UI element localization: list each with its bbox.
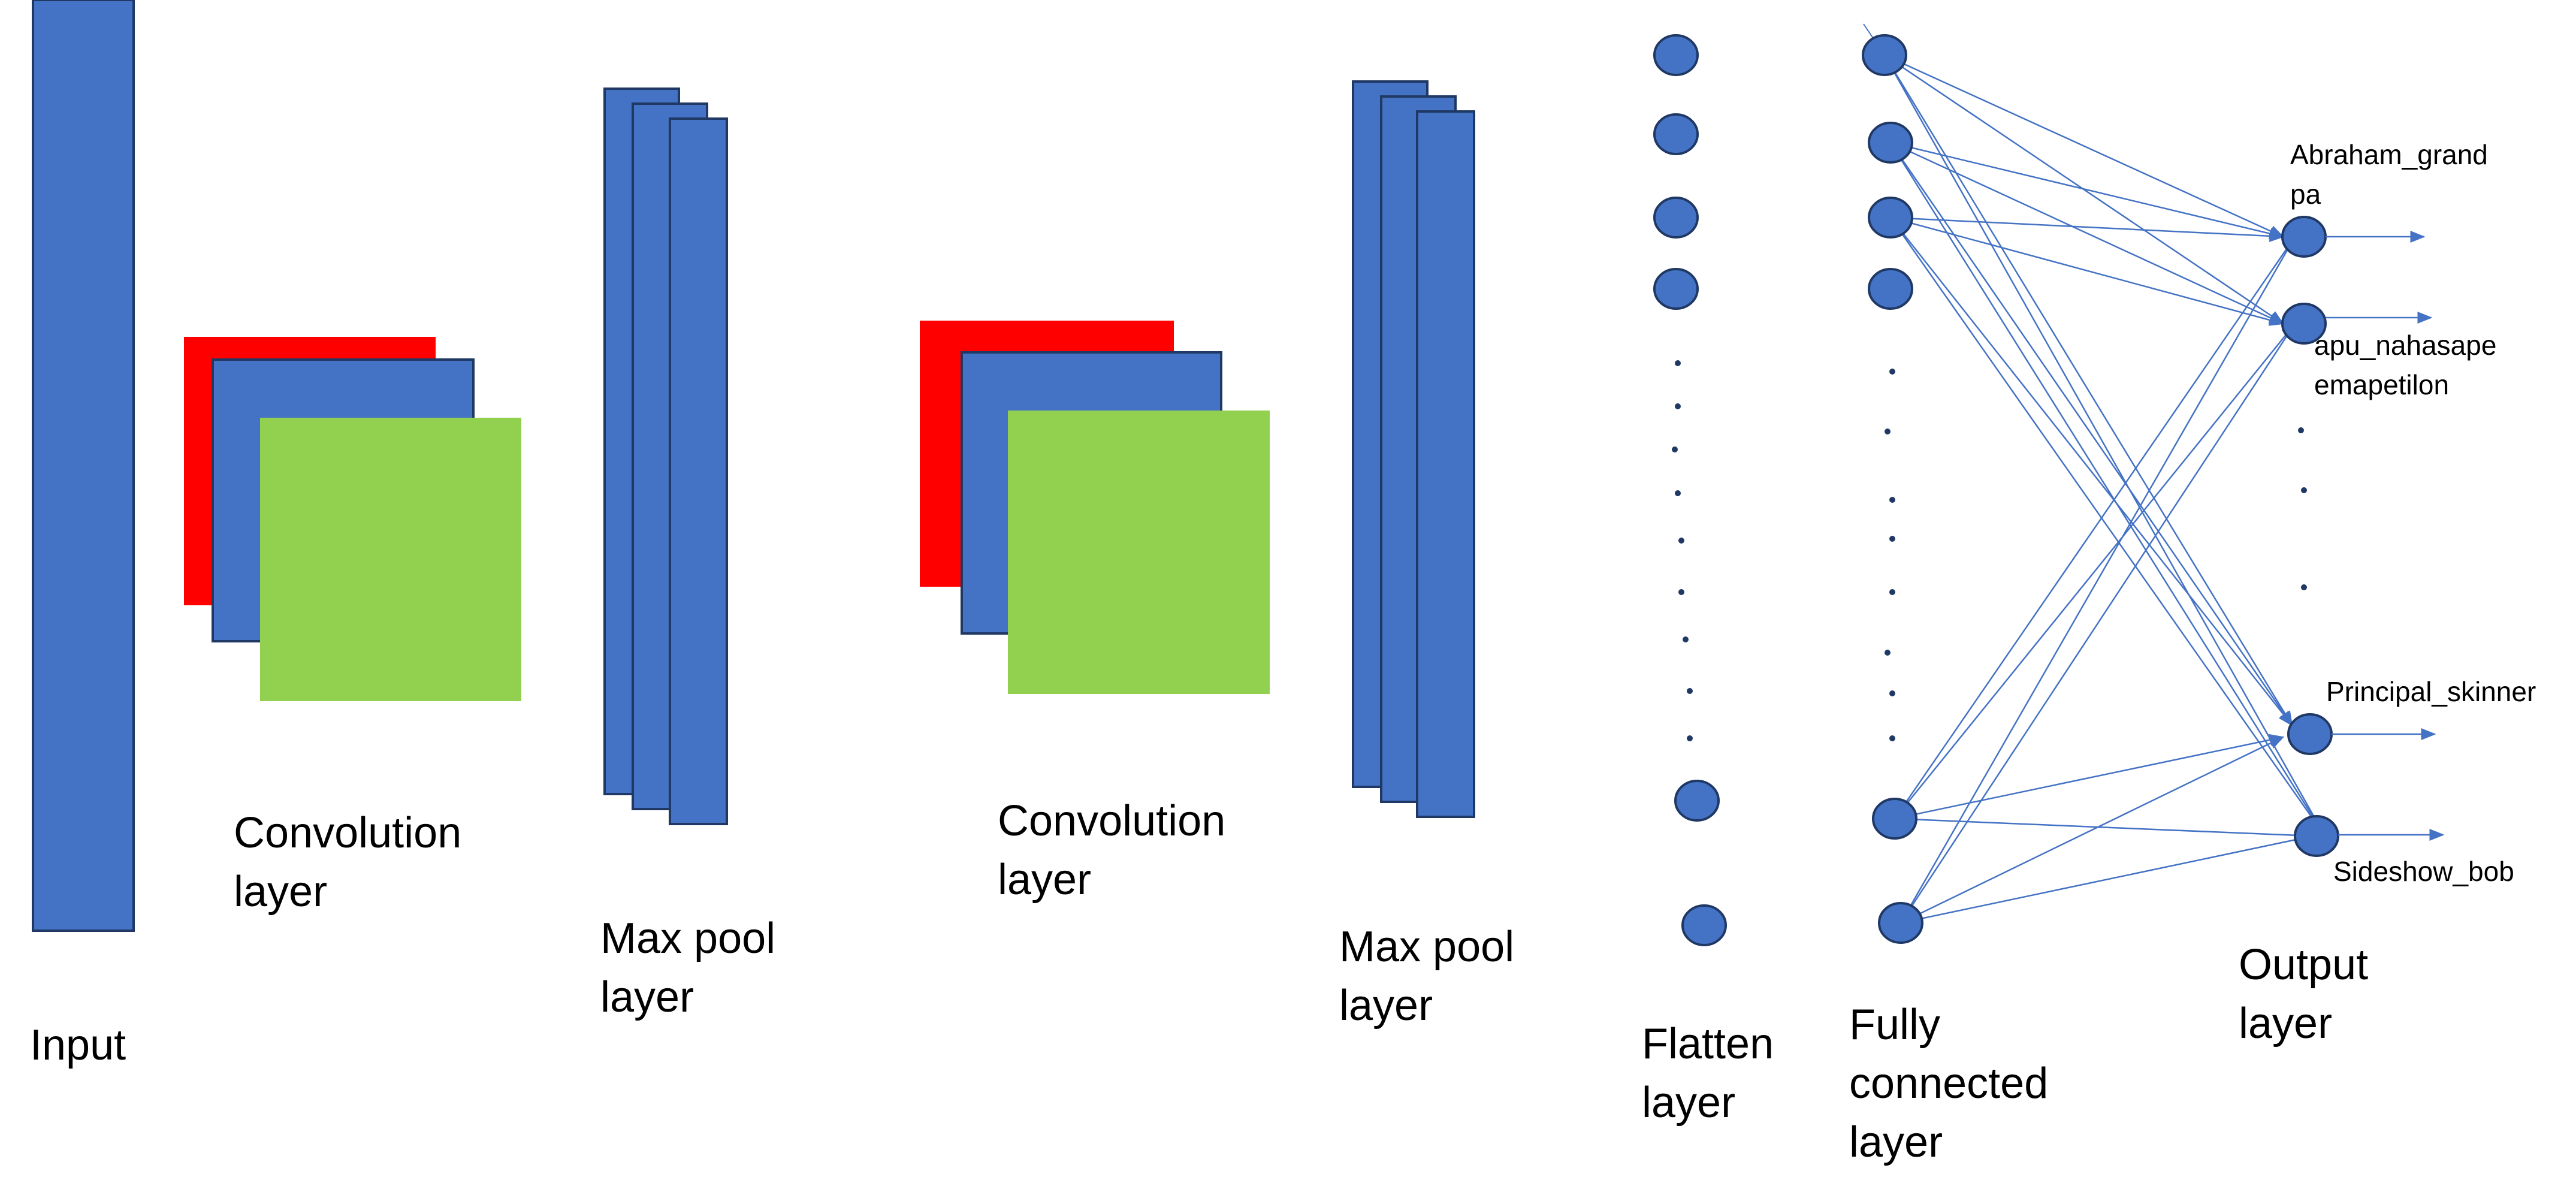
output-node-class-1 [2281,216,2327,258]
input-layer-block [32,0,135,932]
input-label: Input [30,1021,126,1069]
output-class-2-label: apu_nahasape emapetilon [2314,330,2504,400]
output-label: Output layer [2239,941,2380,1048]
pool1-map-front [669,117,728,825]
conv1-feature-map-green [260,418,521,701]
flatten-label: Flatten layer [1642,1020,1786,1127]
conv2-feature-map-green [1008,411,1270,694]
fc-node [1868,268,1913,310]
flatten-node [1674,780,1720,822]
output-node-class-4 [2294,815,2339,857]
fc-label: Fully connected layer [1849,1001,2060,1166]
output-node-class-2 [2281,303,2327,345]
flatten-layer-nodes [1653,34,1727,946]
conv-layer-1 [184,337,521,701]
flatten-node [1681,904,1727,946]
conv-layer-2 [920,321,1270,694]
output-layer-nodes [2281,216,2339,857]
output-class-4-label: Sideshow_bob [2333,856,2514,887]
output-class-1-label: Abraham_grand pa [2290,139,2496,210]
fc-ellipsis-dots [1885,369,1895,741]
fc-output-connections [1863,23,2326,924]
output-class-3-label: Principal_skinner [2326,676,2536,707]
output-node-class-3 [2287,713,2333,755]
pool2-label: Max pool layer [1339,923,1526,1030]
flatten-node [1653,268,1699,310]
maxpool-layer-2 [1352,80,1475,818]
fc-node [1868,197,1913,239]
fc-node [1872,798,1917,840]
fc-layer-nodes [1862,34,1923,944]
fc-node [1862,34,1907,76]
pool1-label: Max pool layer [600,915,787,1021]
maxpool-layer-1 [603,87,728,825]
conv2-label: Convolution layer [998,797,1237,904]
pool2-map-front [1416,110,1475,818]
flatten-node [1653,197,1699,239]
conv1-label: Convolution layer [234,809,473,916]
flatten-ellipsis-dots [1672,360,1693,741]
fc-node [1868,122,1913,164]
output-arrows [2326,231,2445,841]
fc-node [1878,902,1923,944]
output-ellipsis-dots [2298,427,2307,590]
flatten-node [1653,113,1699,155]
flatten-node [1653,34,1699,76]
